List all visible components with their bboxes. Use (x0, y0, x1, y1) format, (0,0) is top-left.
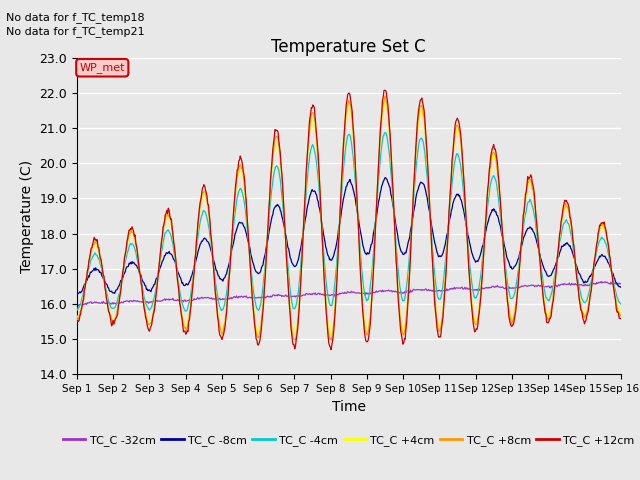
Title: Temperature Set C: Temperature Set C (271, 38, 426, 56)
Legend: TC_C -32cm, TC_C -8cm, TC_C -4cm, TC_C +4cm, TC_C +8cm, TC_C +12cm: TC_C -32cm, TC_C -8cm, TC_C -4cm, TC_C +… (59, 431, 639, 450)
Text: WP_met: WP_met (79, 62, 125, 73)
Text: No data for f_TC_temp18: No data for f_TC_temp18 (6, 12, 145, 23)
X-axis label: Time: Time (332, 400, 366, 414)
Y-axis label: Temperature (C): Temperature (C) (20, 159, 34, 273)
Text: No data for f_TC_temp21: No data for f_TC_temp21 (6, 26, 145, 37)
